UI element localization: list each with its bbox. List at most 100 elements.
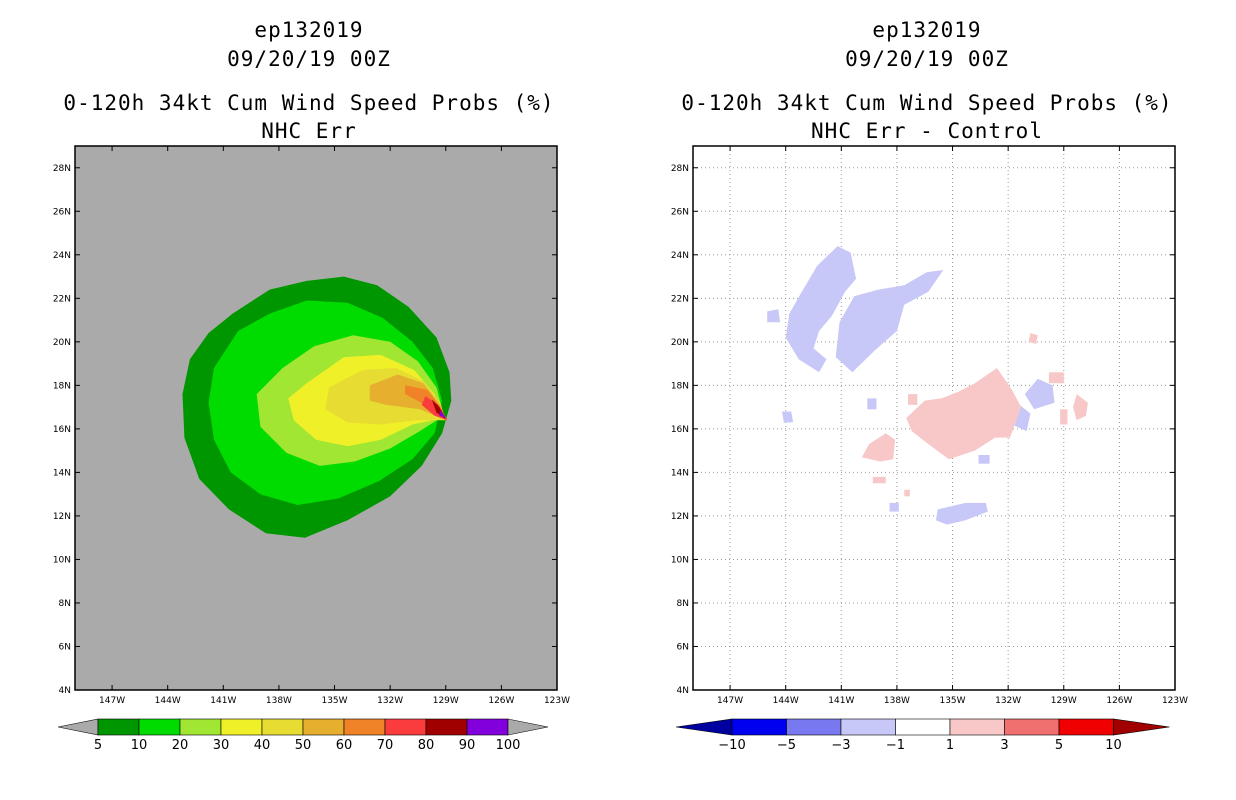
x-tick-label: 132W <box>995 696 1021 706</box>
chart-title: 0-120h 34kt Cum Wind Speed Probs (%) <box>63 91 555 115</box>
colorbar-swatch <box>302 718 345 736</box>
y-tick-label: 16N <box>53 425 71 435</box>
colorbar-label: −5 <box>777 738 796 753</box>
difference-chart: 147W 144W 141W 138W 135W 132W 129W 126W 123W 4N 6N… <box>671 145 1188 753</box>
x-tick-label: 132W <box>377 696 403 706</box>
y-tick-label: 14N <box>53 468 71 478</box>
colorbar-label: 50 <box>295 738 312 753</box>
right-panel: ep132019 09/20/19 00Z 0-120h 34kt Cum Wi… <box>618 0 1236 800</box>
colorbar-high-arrow <box>507 718 549 736</box>
colorbar-swatch <box>97 718 140 736</box>
y-tick-label: 12N <box>671 512 689 522</box>
colorbar-swatch <box>895 718 951 736</box>
colorbar-label: 70 <box>377 738 394 753</box>
colorbar-high-arrow <box>1113 718 1170 736</box>
plot-frame <box>74 145 558 691</box>
contour-1 <box>1048 372 1064 384</box>
contour-1 <box>908 394 918 405</box>
y-tick-label: 24N <box>671 251 689 261</box>
contour-neg1 <box>935 502 988 525</box>
contour-neg1 <box>785 246 857 373</box>
colorbar-label: 10 <box>1105 738 1122 753</box>
colorbar-swatch <box>949 718 1005 736</box>
x-tick-label: 126W <box>488 696 514 706</box>
x-tick-label: 141W <box>828 696 854 706</box>
colorbar-swatch <box>1004 718 1060 736</box>
storm-id: ep132019 <box>872 18 982 42</box>
y-tick-label: 22N <box>53 294 71 304</box>
colorbar-swatch <box>138 718 181 736</box>
y-tick-label: 18N <box>53 381 71 391</box>
y-tick-label: 18N <box>671 381 689 391</box>
colorbar-label: 5 <box>1055 738 1063 753</box>
contour-neg1 <box>767 309 781 323</box>
contour-1 <box>1073 394 1088 421</box>
chart-title: 0-120h 34kt Cum Wind Speed Probs (%) <box>681 91 1173 115</box>
x-tick-label: 123W <box>544 696 570 706</box>
colorbar-swatch <box>1058 718 1114 736</box>
y-tick-label: 6N <box>677 642 689 652</box>
x-tick-label: 147W <box>717 696 743 706</box>
colorbar-label: −10 <box>718 738 745 753</box>
contour-neg1 <box>1024 378 1055 410</box>
x-tick-label: 135W <box>939 696 965 706</box>
y-tick-label: 16N <box>671 425 689 435</box>
colorbar-label: 20 <box>172 738 189 753</box>
x-tick-label: 138W <box>884 696 910 706</box>
contour-1 <box>904 489 910 497</box>
x-tick-label: 129W <box>1051 696 1077 706</box>
chart-subtitle: NHC Err <box>261 119 357 143</box>
colorbar-label: 80 <box>418 738 435 753</box>
storm-id: ep132019 <box>254 18 364 42</box>
colorbar-label: 5 <box>94 738 102 753</box>
y-tick-label: 20N <box>671 338 689 348</box>
x-tick-label: 144W <box>773 696 799 706</box>
colorbar-label: 90 <box>459 738 476 753</box>
plot-frame <box>692 145 1176 691</box>
y-tick-label: 26N <box>53 207 71 217</box>
contour-neg1 <box>978 455 990 464</box>
x-tick-label: 147W <box>99 696 125 706</box>
colorbar-swatch <box>220 718 263 736</box>
datetime: 09/20/19 00Z <box>845 47 1009 71</box>
colorbar-label: 60 <box>336 738 353 753</box>
y-tick-label: 10N <box>671 555 689 565</box>
x-tick-label: 144W <box>155 696 181 706</box>
colorbar-low-arrow <box>57 718 99 736</box>
contour-neg1 <box>889 502 899 512</box>
contour-1 <box>1028 333 1038 344</box>
chart-subtitle: NHC Err - Control <box>811 119 1043 143</box>
y-tick-label: 20N <box>53 338 71 348</box>
x-tick-label: 141W <box>210 696 236 706</box>
colorbar-swatch <box>384 718 427 736</box>
y-tick-label: 12N <box>53 512 71 522</box>
y-tick-label: 8N <box>677 599 689 609</box>
y-tick-label: 6N <box>59 642 71 652</box>
contour-90 <box>439 410 446 418</box>
colorbar-label: −3 <box>831 738 850 753</box>
colorbar-label: 3 <box>1000 738 1008 753</box>
colorbar-swatch <box>343 718 386 736</box>
colorbar-swatch <box>786 718 842 736</box>
colorbar-low-arrow <box>675 718 733 736</box>
contour-1 <box>906 368 1022 460</box>
colorbar-label: 10 <box>131 738 148 753</box>
x-tick-label: 123W <box>1162 696 1188 706</box>
y-tick-label: 24N <box>53 251 71 261</box>
x-tick-label: 138W <box>266 696 292 706</box>
y-tick-label: 26N <box>671 207 689 217</box>
x-tick-label: 129W <box>433 696 459 706</box>
contour-neg1 <box>835 270 944 373</box>
colorbar-label: 100 <box>496 738 521 753</box>
colorbar-label: −1 <box>886 738 905 753</box>
contour-1 <box>1060 409 1068 425</box>
colorbar-label: 40 <box>254 738 271 753</box>
y-tick-label: 10N <box>53 555 71 565</box>
left-panel: ep132019 09/20/19 00Z 0-120h 34kt Cum Wi… <box>53 18 570 753</box>
colorbar-label: 1 <box>946 738 954 753</box>
colorbar-swatch <box>731 718 787 736</box>
contour-neg1 <box>782 411 794 423</box>
colorbar-swatch <box>179 718 222 736</box>
datetime: 09/20/19 00Z <box>227 47 391 71</box>
y-tick-label: 28N <box>53 164 71 174</box>
